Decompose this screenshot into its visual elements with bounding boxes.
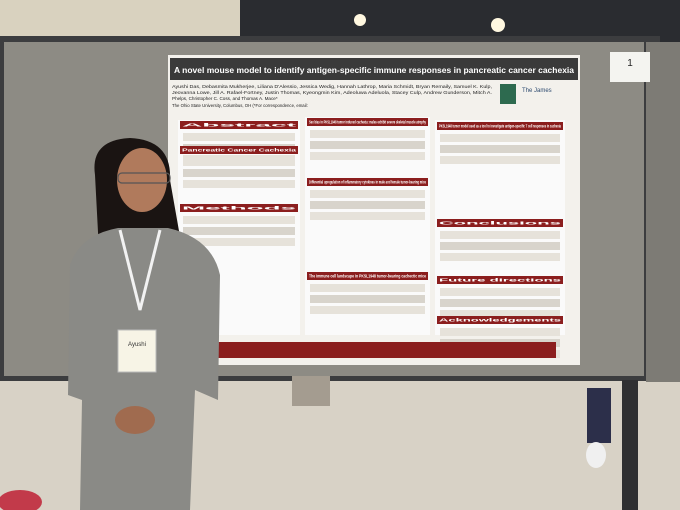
glasses [117,172,171,184]
face [117,148,167,212]
panel-content [440,299,560,307]
person-behind [292,376,330,406]
section-header-bar [180,204,298,212]
authors: Ayushi Das, Debasmita Mukherjee, Liliana… [172,84,492,89]
shoe [586,442,606,468]
section-header-bar [437,122,563,130]
panel-content [440,134,560,142]
badge-name: Ayushi [128,342,146,348]
panel-content [440,156,560,164]
section-header-bar [437,219,563,227]
light [354,14,366,26]
panel-content [310,190,425,198]
authors: Jeovanna Lowe, Jill A. Rafael-Fortney, J… [172,90,492,95]
wall [0,0,240,40]
panel-content [440,145,560,153]
panel-content [310,295,425,303]
section-header: Methods [182,206,300,211]
lanyard [118,229,162,311]
panel-content [183,169,295,177]
section-header: Differential upregulation of inflammator… [309,180,426,185]
section-header: Acknowledgements [439,318,563,323]
section-header: The immune cell landscape in PKSL1948 tu… [309,274,427,279]
logo: The James [522,88,552,94]
board-leg [622,380,638,510]
panel-content [183,180,295,188]
section-header-bar [307,118,428,126]
panel-content [440,253,560,261]
poster-title: A novel mouse model to identify antigen-… [174,65,574,75]
panel-content [183,216,295,224]
section-header-bar [307,178,428,186]
badge [117,329,157,373]
panel-content [440,310,560,318]
panel-content [183,238,295,246]
section-header: Future directions [439,278,563,283]
board-number: 1 [627,58,633,69]
panel-content [310,141,425,149]
panel-content [310,130,425,138]
panel-content [440,328,560,336]
panel-content [310,306,425,314]
panel-content [310,212,425,220]
footer-bar [170,342,556,358]
section-header: Abstract [182,123,300,128]
section-header: PKSL1948 tumor model used as a tool to i… [439,124,561,129]
section-header: Pancreatic Cancer Cachexia [182,148,297,153]
authors: Phelps, Christopher C. Coss, and Thomas … [172,96,278,101]
hands [115,406,155,434]
section-header-bar [437,316,563,324]
light [491,18,505,32]
panel-content [310,152,425,160]
title-bar [170,58,578,80]
logo-mark [500,84,516,104]
panel-content [183,133,295,141]
panel-content [310,284,425,292]
affiliation: The Ohio State University, Columbus, OH … [172,103,308,108]
board-side [646,42,680,382]
panel-content [440,231,560,239]
section-header: Sex bias in PKSL1948 tumor induced cache… [309,120,426,125]
section-header-bar [437,276,563,284]
panel-content [310,201,425,209]
board-number-card [610,52,650,82]
section-header-bar [180,146,298,154]
section-header: Conclusions [439,221,564,226]
panel-content [183,227,295,235]
person-behind [587,388,611,443]
panel-content [440,242,560,250]
section-header-bar [180,121,298,129]
section-header-bar [307,272,428,280]
panel-content [183,158,295,166]
panel-content [440,288,560,296]
bag [0,490,42,510]
